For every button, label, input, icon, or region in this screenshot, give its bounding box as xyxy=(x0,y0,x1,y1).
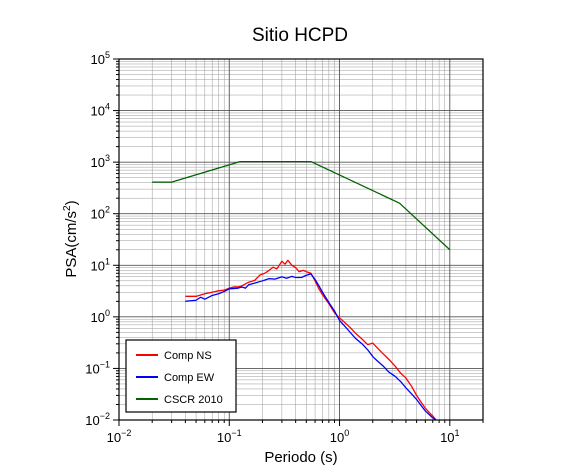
x-tick-label-exp: 1 xyxy=(455,428,460,438)
y-axis-label-end: ) xyxy=(63,200,80,205)
y-tick-label-base: 10 xyxy=(91,155,105,170)
y-tick-label: 103 xyxy=(91,153,110,170)
x-tick-label-exp: −2 xyxy=(121,428,131,438)
y-tick-label-base: 10 xyxy=(85,361,99,376)
plot-frame xyxy=(118,58,484,421)
x-tick-label: 100 xyxy=(330,428,349,445)
series-layer xyxy=(152,160,451,420)
y-tick-label: 10−1 xyxy=(85,359,110,376)
x-tick-label: 101 xyxy=(440,428,459,445)
y-tick-label-base: 10 xyxy=(91,310,105,325)
x-tick-label-base: 10 xyxy=(330,430,344,445)
y-axis-label-base: PSA(cm/s xyxy=(63,211,80,278)
x-tick-label-base: 10 xyxy=(440,430,454,445)
series-line-3 xyxy=(152,160,451,251)
y-tick-label: 104 xyxy=(91,102,110,119)
y-tick-label: 105 xyxy=(91,50,110,67)
y-tick-label: 10−2 xyxy=(85,411,110,428)
series-line-1 xyxy=(185,259,437,420)
x-tick-label-exp: −1 xyxy=(231,428,241,438)
x-axis-label: Periodo (s) xyxy=(264,449,337,466)
legend: Comp NS Comp EW CSCR 2010 xyxy=(125,339,237,413)
y-tick-label-exp: 2 xyxy=(105,205,110,215)
y-tick-label-base: 10 xyxy=(91,52,105,67)
x-tick-label-exp: 0 xyxy=(344,428,349,438)
y-tick-label: 101 xyxy=(91,256,110,273)
y-tick-label-exp: −1 xyxy=(100,359,110,369)
x-tick-labels: 10−2 10−1 100 101 xyxy=(107,428,460,445)
legend-items: Comp NS Comp EW CSCR 2010 xyxy=(136,350,223,406)
legend-label: Comp EW xyxy=(164,372,215,384)
y-tick-label: 102 xyxy=(91,205,110,222)
y-tick-label-base: 10 xyxy=(91,104,105,119)
y-tick-label-exp: 5 xyxy=(105,50,110,60)
legend-label: Comp NS xyxy=(164,350,212,362)
series-line-2 xyxy=(185,273,437,420)
y-tick-label-exp: 1 xyxy=(105,256,110,266)
x-tick-label: 10−2 xyxy=(107,428,132,445)
y-tick-label-base: 10 xyxy=(91,207,105,222)
x-tick-label: 10−1 xyxy=(217,428,242,445)
y-axis-label: PSA(cm/s2) xyxy=(62,200,80,277)
y-tick-label-base: 10 xyxy=(85,413,99,428)
x-tick-label-base: 10 xyxy=(217,430,231,445)
tick-layer xyxy=(113,58,484,426)
x-tick-label-base: 10 xyxy=(107,430,121,445)
y-tick-label-exp: 4 xyxy=(105,102,110,112)
minor-grid xyxy=(119,59,484,420)
y-tick-label-base: 10 xyxy=(91,258,105,273)
y-tick-label-exp: 0 xyxy=(105,308,110,318)
y-tick-label: 100 xyxy=(91,308,110,325)
chart-title: Sitio HCPD xyxy=(252,25,348,46)
y-tick-label-exp: −2 xyxy=(100,411,110,421)
y-tick-label-exp: 3 xyxy=(105,153,110,163)
y-axis-label-sup: 2 xyxy=(62,205,73,211)
legend-label: CSCR 2010 xyxy=(164,394,223,406)
